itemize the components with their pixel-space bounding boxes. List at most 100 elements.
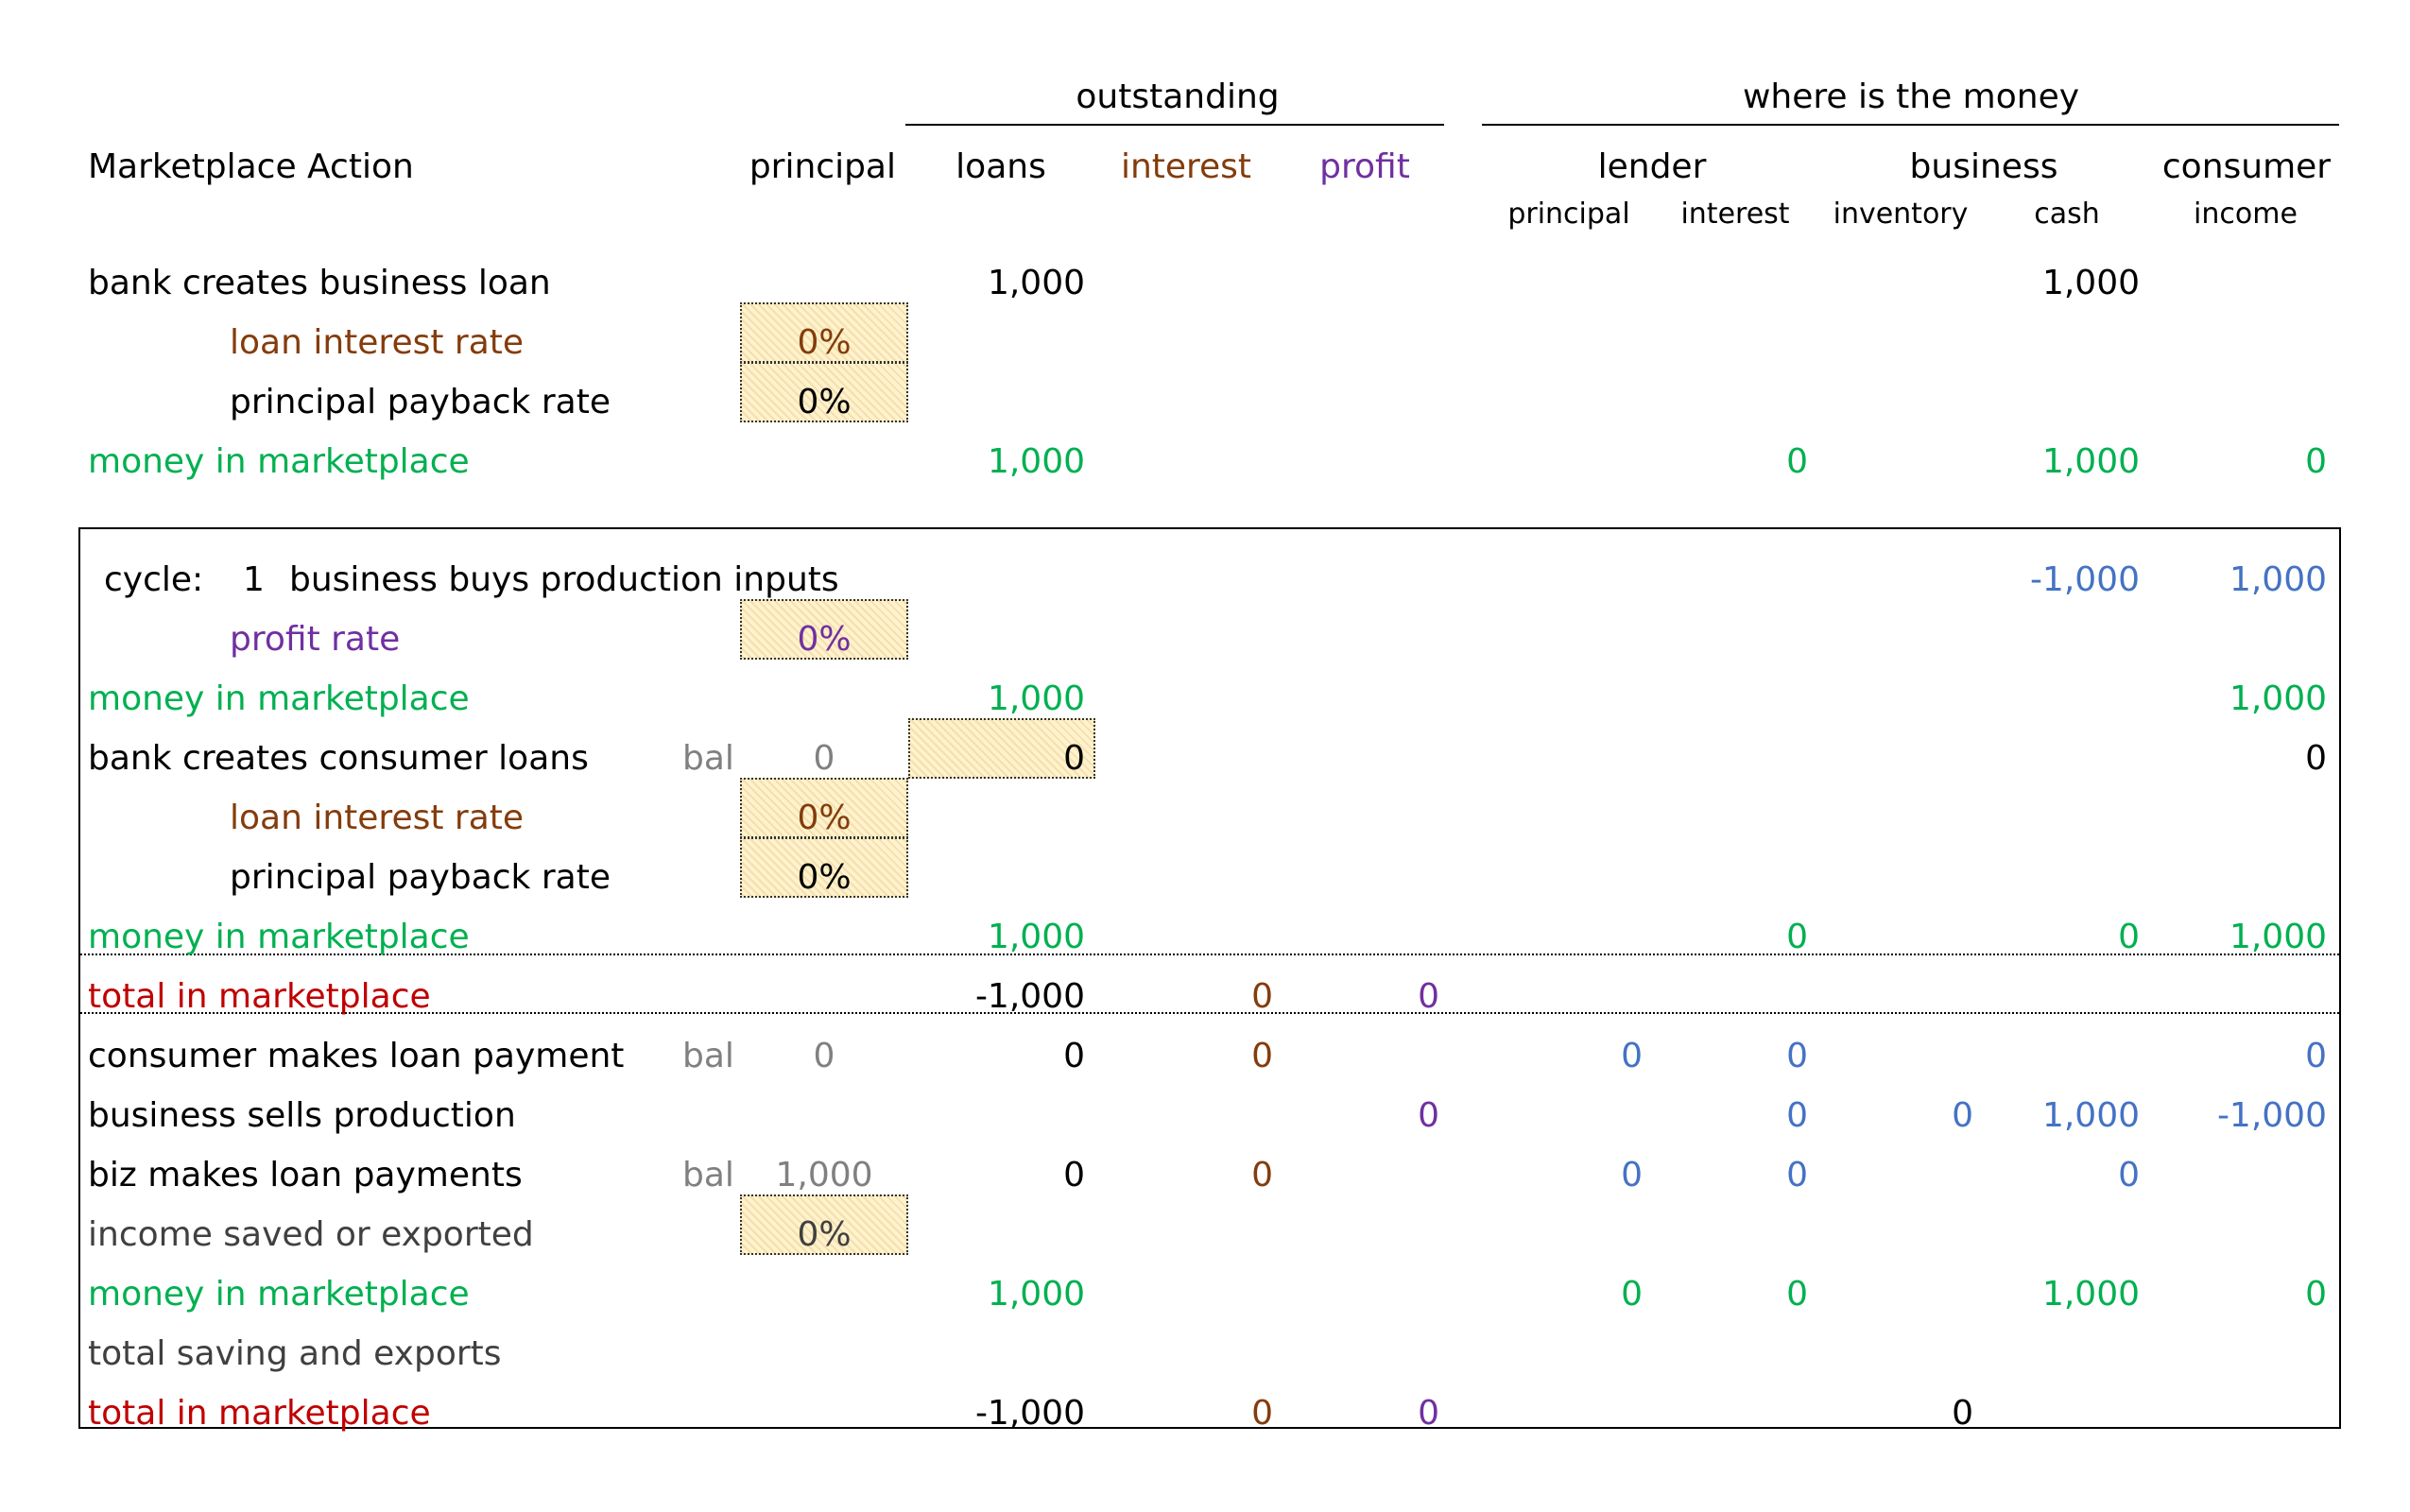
setup-money-cash: 1,000 bbox=[2041, 442, 2140, 481]
money2-loans: 1,000 bbox=[987, 918, 1085, 956]
subheader-cash: cash bbox=[2034, 198, 2100, 231]
where-money-underline bbox=[1482, 124, 2339, 126]
profit-rate-value: 0% bbox=[797, 620, 852, 659]
profit-rate-label: profit rate bbox=[230, 620, 401, 659]
total-separator-top bbox=[80, 954, 2339, 955]
consumer-payment-lender-interest: 0 bbox=[1786, 1037, 1808, 1075]
consumer-payment-income: 0 bbox=[2305, 1037, 2327, 1075]
biz-payment-label: biz makes loan payments bbox=[88, 1156, 523, 1194]
cycle-box bbox=[78, 527, 2341, 1429]
subheader-interest: interest bbox=[1680, 198, 1790, 231]
subheader-income: income bbox=[2194, 198, 2298, 231]
money1-income: 1,000 bbox=[2229, 679, 2327, 718]
sells-production-profit: 0 bbox=[1418, 1096, 1439, 1135]
sells-production-inventory: 0 bbox=[1952, 1096, 1973, 1135]
consumer-loans-label: bank creates consumer loans bbox=[88, 739, 589, 778]
header-lender: lender bbox=[1597, 147, 1707, 186]
sells-production-income: -1,000 bbox=[2216, 1096, 2327, 1135]
business-loan-loans: 1,000 bbox=[987, 264, 1085, 302]
setup-money-lender-interest: 0 bbox=[1786, 442, 1808, 481]
biz-payment-bal-label: bal bbox=[682, 1156, 734, 1194]
total1-loans: -1,000 bbox=[974, 977, 1085, 1016]
total-saving-label: total saving and exports bbox=[88, 1334, 502, 1373]
setup-money-loans: 1,000 bbox=[987, 442, 1085, 481]
total-separator-bottom bbox=[80, 1012, 2339, 1014]
consumer-loans-income: 0 bbox=[2305, 739, 2327, 778]
biz-payment-cash: 0 bbox=[2118, 1156, 2140, 1194]
business-loan-cash: 1,000 bbox=[2041, 264, 2140, 302]
setup-money-income: 0 bbox=[2305, 442, 2327, 481]
income-saved-value: 0% bbox=[797, 1215, 852, 1254]
biz-payment-interest: 0 bbox=[1251, 1156, 1273, 1194]
consumer-payment-loans: 0 bbox=[1063, 1037, 1085, 1075]
subheader-principal: principal bbox=[1507, 198, 1630, 231]
setup-money-label: money in marketplace bbox=[88, 442, 470, 481]
biz-payment-bal: 1,000 bbox=[775, 1156, 873, 1194]
total2-profit: 0 bbox=[1418, 1394, 1439, 1433]
business-loan-label: bank creates business loan bbox=[88, 264, 551, 302]
header-marketplace-action: Marketplace Action bbox=[88, 147, 414, 186]
buys-inputs-cash: -1,000 bbox=[2029, 560, 2140, 599]
total2-inventory: 0 bbox=[1952, 1394, 1973, 1433]
consumer-loan-interest-rate-value: 0% bbox=[797, 799, 852, 837]
money3-lender-principal: 0 bbox=[1621, 1275, 1643, 1314]
header-outstanding: outstanding bbox=[1076, 77, 1280, 116]
header-loans: loans bbox=[955, 147, 1046, 186]
business-principal-payback-rate-input[interactable] bbox=[740, 362, 908, 422]
consumer-payment-interest: 0 bbox=[1251, 1037, 1273, 1075]
money3-income: 0 bbox=[2305, 1275, 2327, 1314]
consumer-payment-lender-principal: 0 bbox=[1621, 1037, 1643, 1075]
header-principal: principal bbox=[749, 147, 896, 186]
sells-production-lender-interest: 0 bbox=[1786, 1096, 1808, 1135]
money2-cash: 0 bbox=[2118, 918, 2140, 956]
consumer-principal-payback-rate-value: 0% bbox=[797, 858, 852, 897]
money2-label: money in marketplace bbox=[88, 918, 470, 956]
business-principal-payback-rate-value: 0% bbox=[797, 383, 852, 421]
buys-inputs-income: 1,000 bbox=[2229, 560, 2327, 599]
money1-loans: 1,000 bbox=[987, 679, 1085, 718]
total1-label: total in marketplace bbox=[88, 977, 431, 1016]
consumer-payment-label: consumer makes loan payment bbox=[88, 1037, 625, 1075]
business-loan-interest-rate-value: 0% bbox=[797, 323, 852, 362]
profit-rate-input[interactable] bbox=[740, 599, 908, 660]
consumer-loans-input-value: 0 bbox=[1063, 739, 1085, 778]
business-loan-interest-rate-input[interactable] bbox=[740, 302, 908, 363]
consumer-principal-payback-rate-input[interactable] bbox=[740, 837, 908, 898]
total2-loans: -1,000 bbox=[974, 1394, 1085, 1433]
biz-payment-lender-principal: 0 bbox=[1621, 1156, 1643, 1194]
money3-loans: 1,000 bbox=[987, 1275, 1085, 1314]
header-consumer: consumer bbox=[2161, 147, 2332, 186]
header-profit: profit bbox=[1319, 147, 1410, 186]
income-saved-label: income saved or exported bbox=[88, 1215, 534, 1254]
money3-lender-interest: 0 bbox=[1786, 1275, 1808, 1314]
money2-income: 1,000 bbox=[2229, 918, 2327, 956]
money1-label: money in marketplace bbox=[88, 679, 470, 718]
buys-inputs-label: business buys production inputs bbox=[289, 560, 839, 599]
cycle-number: 1 bbox=[243, 560, 265, 599]
header-business: business bbox=[1909, 147, 2058, 186]
biz-payment-lender-interest: 0 bbox=[1786, 1156, 1808, 1194]
consumer-loans-bal-label: bal bbox=[682, 739, 734, 778]
total2-interest: 0 bbox=[1251, 1394, 1273, 1433]
consumer-principal-payback-rate-label: principal payback rate bbox=[230, 858, 611, 897]
money2-lender-interest: 0 bbox=[1786, 918, 1808, 956]
sells-production-label: business sells production bbox=[88, 1096, 516, 1135]
sells-production-cash: 1,000 bbox=[2041, 1096, 2140, 1135]
consumer-loan-interest-rate-input[interactable] bbox=[740, 778, 908, 838]
header-interest: interest bbox=[1120, 147, 1252, 186]
consumer-loan-interest-rate-label: loan interest rate bbox=[230, 799, 525, 837]
consumer-payment-bal: 0 bbox=[813, 1037, 835, 1075]
total1-interest: 0 bbox=[1251, 977, 1273, 1016]
business-loan-interest-rate-label: loan interest rate bbox=[230, 323, 525, 362]
business-principal-payback-rate-label: principal payback rate bbox=[230, 383, 611, 421]
money3-label: money in marketplace bbox=[88, 1275, 470, 1314]
income-saved-input[interactable] bbox=[740, 1194, 908, 1255]
consumer-loans-bal: 0 bbox=[813, 739, 835, 778]
outstanding-underline bbox=[905, 124, 1444, 126]
money3-cash: 1,000 bbox=[2041, 1275, 2140, 1314]
consumer-loans-input[interactable] bbox=[908, 718, 1095, 779]
biz-payment-loans: 0 bbox=[1063, 1156, 1085, 1194]
consumer-payment-bal-label: bal bbox=[682, 1037, 734, 1075]
subheader-inventory: inventory bbox=[1833, 198, 1969, 231]
header-where-is-the-money: where is the money bbox=[1742, 77, 2080, 116]
